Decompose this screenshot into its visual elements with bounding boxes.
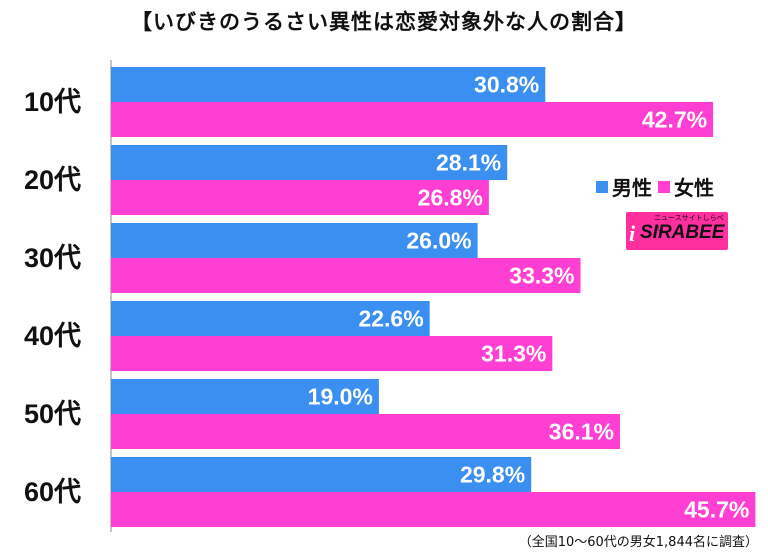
category-label: 10代 <box>24 87 81 117</box>
data-label-male: 28.1% <box>436 150 501 176</box>
logo-wordmark: SIRABEE <box>640 222 725 243</box>
data-label-male: 19.0% <box>308 384 373 410</box>
bar-female <box>111 492 756 527</box>
sirabee-logo: i ニュースサイトしらべぇ SIRABEE <box>626 212 728 250</box>
bar-male <box>111 223 478 258</box>
category-label: 30代 <box>24 243 81 273</box>
category-label: 40代 <box>24 321 81 351</box>
bar-female <box>111 258 581 293</box>
legend: 男性 女性 <box>596 172 720 201</box>
legend-swatch-female <box>658 180 670 193</box>
legend-label-male: 男性 <box>612 176 652 200</box>
bar-female <box>111 414 621 449</box>
data-label-male: 30.8% <box>474 72 539 98</box>
legend-item-male: 男性 <box>596 172 652 201</box>
legend-item-female: 女性 <box>658 172 714 201</box>
data-label-female: 31.3% <box>481 341 546 367</box>
data-label-female: 26.8% <box>418 185 483 211</box>
data-label-female: 33.3% <box>509 263 574 289</box>
logo-subtitle: ニュースサイトしらべぇ <box>654 214 724 232</box>
data-label-female: 36.1% <box>549 419 614 445</box>
logo-mark-icon: i <box>629 221 636 246</box>
legend-swatch-male <box>596 180 608 193</box>
data-label-female: 45.7% <box>684 497 749 523</box>
bar-male <box>111 67 546 102</box>
data-label-female: 42.7% <box>642 107 707 133</box>
data-label-male: 29.8% <box>460 462 525 488</box>
bar-male <box>111 145 508 180</box>
category-label: 50代 <box>24 399 81 429</box>
bar-male <box>111 457 532 492</box>
survey-footnote: （全国10〜60代の男女1,844名に調査） <box>518 535 758 550</box>
data-label-male: 22.6% <box>358 306 423 332</box>
bar-female <box>111 336 553 371</box>
category-label: 60代 <box>24 477 81 507</box>
bar-female <box>111 180 489 215</box>
chart-title: 【いびきのうるさい異性は恋愛対象外な人の割合】 <box>131 10 637 34</box>
bar-male <box>111 379 379 414</box>
legend-label-female: 女性 <box>674 176 714 200</box>
category-label: 20代 <box>24 165 81 195</box>
bar-male <box>111 301 430 336</box>
data-label-male: 26.0% <box>406 228 471 254</box>
bar-female <box>111 102 714 137</box>
